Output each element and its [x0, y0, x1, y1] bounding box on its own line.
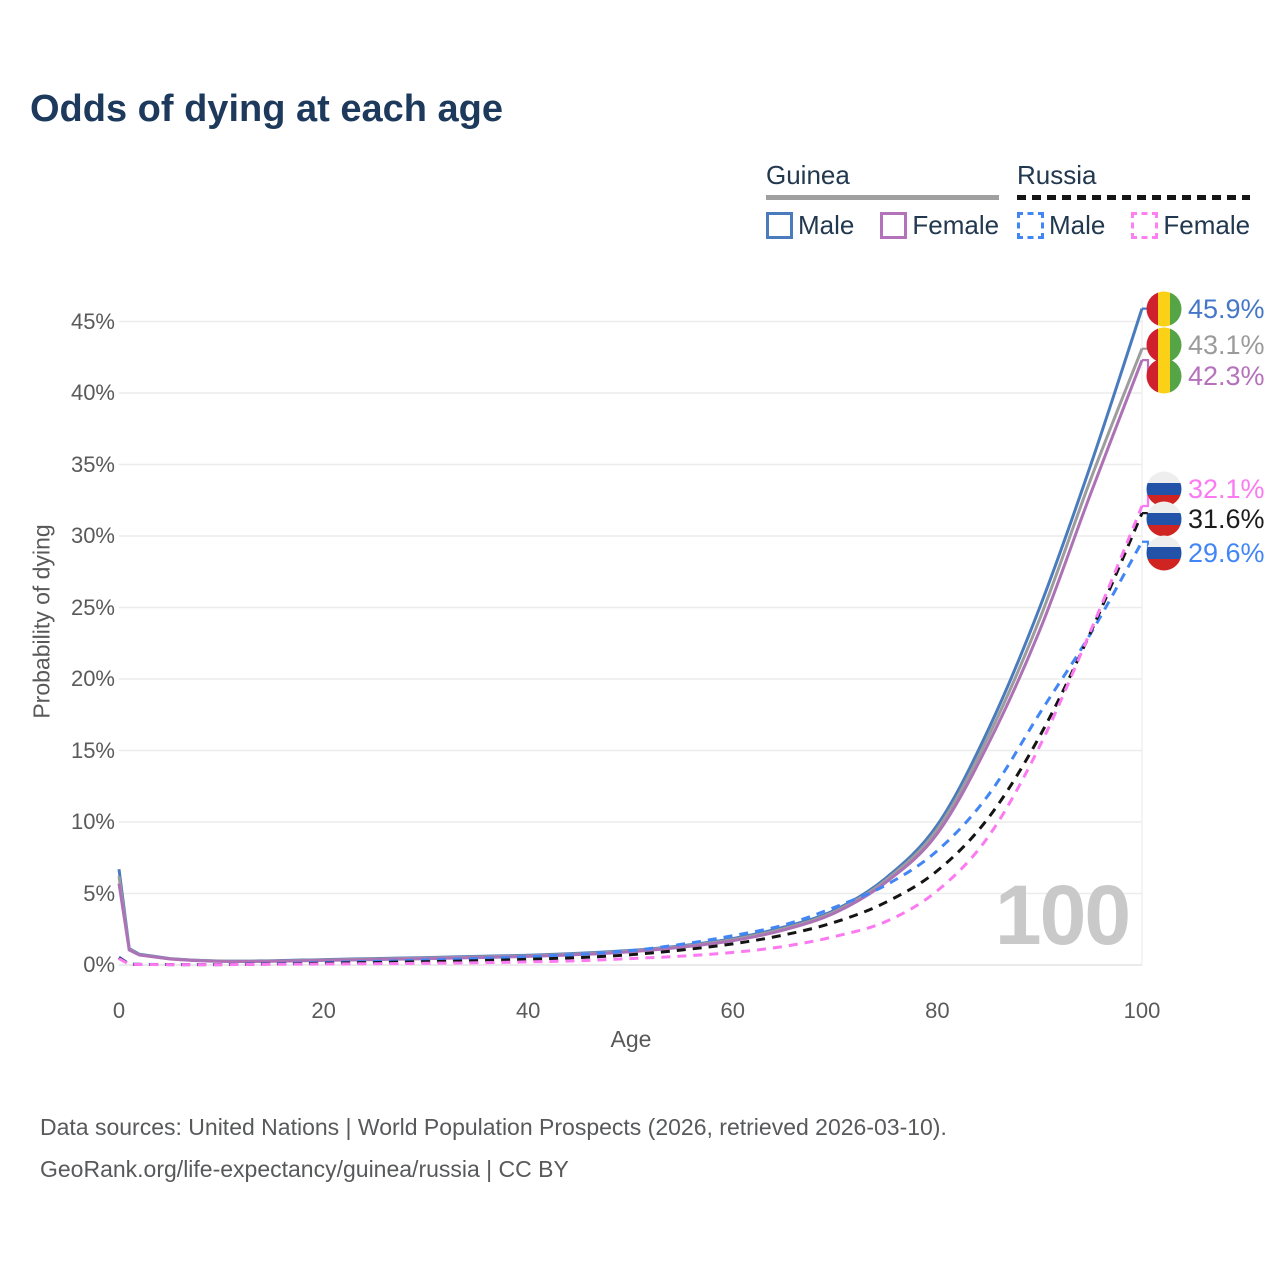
guinea-flag-icon	[1146, 291, 1182, 327]
x-tick-100: 100	[1123, 998, 1161, 1023]
x-tick-40: 40	[515, 998, 541, 1023]
russia-dashed-line-swatch	[1017, 195, 1251, 200]
age-watermark: 100	[995, 868, 1129, 962]
data-sources: Data sources: United Nations | World Pop…	[40, 1106, 947, 1190]
y-tick-40%: 40%	[70, 380, 115, 405]
legend-group-guinea: Guinea Male Female	[766, 160, 1000, 241]
series-guinea-female	[117, 359, 1144, 964]
x-tick-0: 0	[112, 998, 126, 1023]
end-value-russia-male: 29.6%	[1188, 537, 1265, 568]
series-guinea-male	[117, 308, 1144, 963]
y-tick-5%: 5%	[83, 880, 115, 906]
y-tick-0%: 0%	[83, 952, 115, 977]
legend-country-russia-label[interactable]: Russia	[1017, 160, 1097, 190]
series-russia-both-sexes	[118, 512, 1144, 967]
legend-swatch-russia-female[interactable]	[1131, 212, 1159, 239]
end-value-guinea-female: 42.3%	[1188, 360, 1265, 391]
legend-group-russia: Russia Male Female	[1017, 160, 1251, 241]
y-tick-25%: 25%	[70, 594, 115, 620]
legend-swatch-russia-male[interactable]	[1017, 212, 1044, 239]
x-tick-80: 80	[925, 998, 950, 1023]
series-russia-female	[118, 505, 1144, 967]
end-label-russia-female: 32.1%	[1146, 471, 1265, 507]
end-value-russia-female: 32.1%	[1188, 473, 1265, 504]
legend-label-guinea-male[interactable]: Male	[798, 210, 855, 240]
x-tick-20: 20	[311, 998, 336, 1023]
source-line-1: Data sources: United Nations | World Pop…	[40, 1114, 947, 1140]
end-label-russia-male: 29.6%	[1146, 535, 1265, 571]
x-axis-title: Age	[610, 1026, 652, 1052]
legend-label-russia-female[interactable]: Female	[1163, 210, 1251, 240]
legend-swatch-guinea-female[interactable]	[880, 212, 908, 239]
legend-country-guinea-label[interactable]: Guinea	[766, 160, 850, 190]
guinea-solid-line-swatch	[766, 195, 1000, 200]
end-label-russia-both: 31.6%	[1146, 501, 1265, 537]
source-line-2[interactable]: GeoRank.org/life-expectancy/guinea/russi…	[40, 1156, 569, 1182]
end-label-guinea-both: 43.1%	[1146, 327, 1265, 363]
end-label-guinea-male: 45.9%	[1146, 291, 1265, 327]
y-tick-15%: 15%	[70, 737, 115, 763]
series-guinea-both-sexes	[117, 348, 1144, 963]
y-tick-35%: 35%	[70, 451, 115, 477]
legend-label-guinea-female[interactable]: Female	[912, 210, 1000, 240]
legend-label-russia-male[interactable]: Male	[1049, 210, 1106, 240]
guinea-flag-icon	[1146, 358, 1182, 394]
russia-flag-icon	[1146, 535, 1182, 571]
end-value-guinea-male: 45.9%	[1188, 293, 1265, 324]
y-tick-10%: 10%	[70, 809, 115, 834]
y-tick-30%: 30%	[70, 523, 115, 548]
legend-swatch-guinea-male[interactable]	[766, 212, 793, 239]
page-title: Odds of dying at each age	[30, 88, 503, 130]
y-tick-20%: 20%	[70, 666, 115, 691]
russia-flag-icon	[1146, 501, 1182, 537]
end-value-russia-both: 31.6%	[1188, 503, 1265, 534]
series-russia-male	[118, 540, 1144, 967]
x-tick-60: 60	[720, 998, 746, 1023]
end-value-guinea-both: 43.1%	[1188, 329, 1265, 360]
end-label-guinea-female: 42.3%	[1146, 358, 1265, 394]
y-tick-45%: 45%	[70, 308, 115, 334]
